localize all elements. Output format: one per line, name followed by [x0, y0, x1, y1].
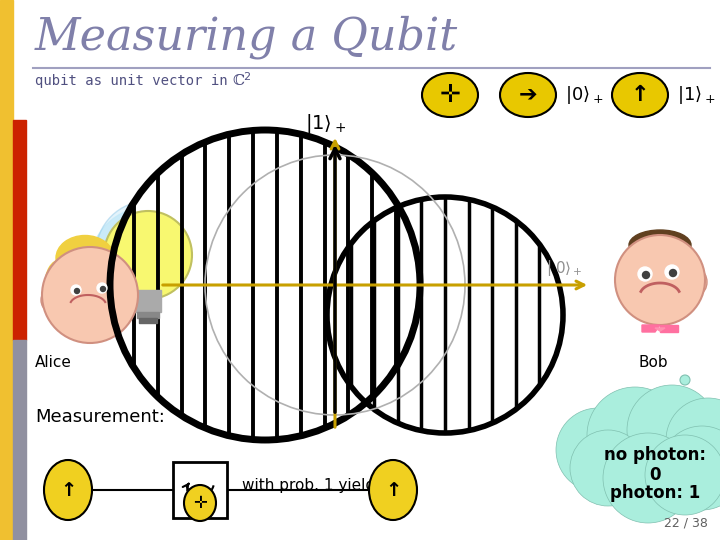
Ellipse shape — [45, 260, 75, 310]
Text: $|$: $|$ — [546, 258, 551, 278]
Bar — [0, 0, 13, 540]
Ellipse shape — [671, 240, 693, 275]
Bar — [137, 312, 159, 318]
Text: ↑: ↑ — [60, 481, 76, 500]
Circle shape — [570, 430, 646, 506]
Polygon shape — [660, 325, 678, 332]
Ellipse shape — [500, 73, 556, 117]
Circle shape — [96, 201, 200, 305]
Text: 22 / 38: 22 / 38 — [664, 517, 708, 530]
Circle shape — [104, 211, 192, 299]
Text: qubit as unit vector in: qubit as unit vector in — [35, 74, 236, 88]
Polygon shape — [655, 328, 665, 331]
Circle shape — [615, 235, 705, 325]
Text: ↑: ↑ — [631, 85, 649, 105]
Circle shape — [42, 247, 138, 343]
Circle shape — [97, 283, 107, 293]
Bar — [135, 290, 161, 312]
Text: 2: 2 — [243, 72, 250, 82]
Text: ℂ: ℂ — [232, 74, 244, 88]
Text: $0\rangle_+$: $0\rangle_+$ — [555, 259, 582, 278]
Ellipse shape — [56, 235, 114, 280]
Ellipse shape — [184, 485, 216, 521]
Ellipse shape — [41, 290, 55, 310]
Text: ✛: ✛ — [439, 83, 461, 107]
Text: with prob. 1 yields 1: with prob. 1 yields 1 — [242, 478, 397, 493]
Ellipse shape — [629, 230, 691, 260]
Text: 0: 0 — [649, 466, 661, 484]
Circle shape — [660, 426, 720, 510]
Text: $|1\rangle_+$: $|1\rangle_+$ — [305, 112, 346, 135]
Text: ➔: ➔ — [518, 85, 537, 105]
Circle shape — [556, 408, 640, 492]
Text: ↑: ↑ — [384, 481, 401, 500]
Ellipse shape — [422, 73, 478, 117]
Circle shape — [327, 197, 563, 433]
Text: Measuring a Qubit: Measuring a Qubit — [35, 15, 458, 59]
Circle shape — [71, 285, 81, 295]
Ellipse shape — [612, 73, 668, 117]
Circle shape — [666, 398, 720, 482]
Circle shape — [603, 433, 693, 523]
Bar — [173, 462, 227, 518]
Circle shape — [680, 375, 690, 385]
Circle shape — [74, 288, 79, 294]
Circle shape — [587, 387, 683, 483]
Circle shape — [642, 272, 649, 279]
Circle shape — [638, 267, 652, 281]
Bar — [13, 340, 26, 540]
Text: no photon:: no photon: — [604, 446, 706, 464]
Circle shape — [665, 265, 679, 279]
Ellipse shape — [693, 271, 707, 293]
Text: Alice: Alice — [35, 355, 72, 370]
Circle shape — [671, 393, 685, 407]
Text: ✛: ✛ — [193, 494, 207, 512]
Text: photon: 1: photon: 1 — [610, 484, 700, 502]
Text: $|1\rangle_+$: $|1\rangle_+$ — [677, 84, 716, 106]
Circle shape — [670, 269, 677, 276]
Polygon shape — [642, 325, 660, 332]
Circle shape — [645, 435, 720, 515]
Bar — [139, 318, 157, 323]
Text: Measurement:: Measurement: — [35, 408, 165, 426]
Ellipse shape — [44, 460, 92, 520]
Circle shape — [90, 207, 206, 323]
Text: $|0\rangle_+$: $|0\rangle_+$ — [565, 84, 603, 106]
Circle shape — [659, 411, 677, 429]
Circle shape — [101, 287, 106, 292]
Circle shape — [627, 385, 717, 475]
Circle shape — [110, 130, 420, 440]
Text: Bob: Bob — [638, 355, 667, 370]
Ellipse shape — [369, 460, 417, 520]
Bar — [13, 120, 26, 340]
